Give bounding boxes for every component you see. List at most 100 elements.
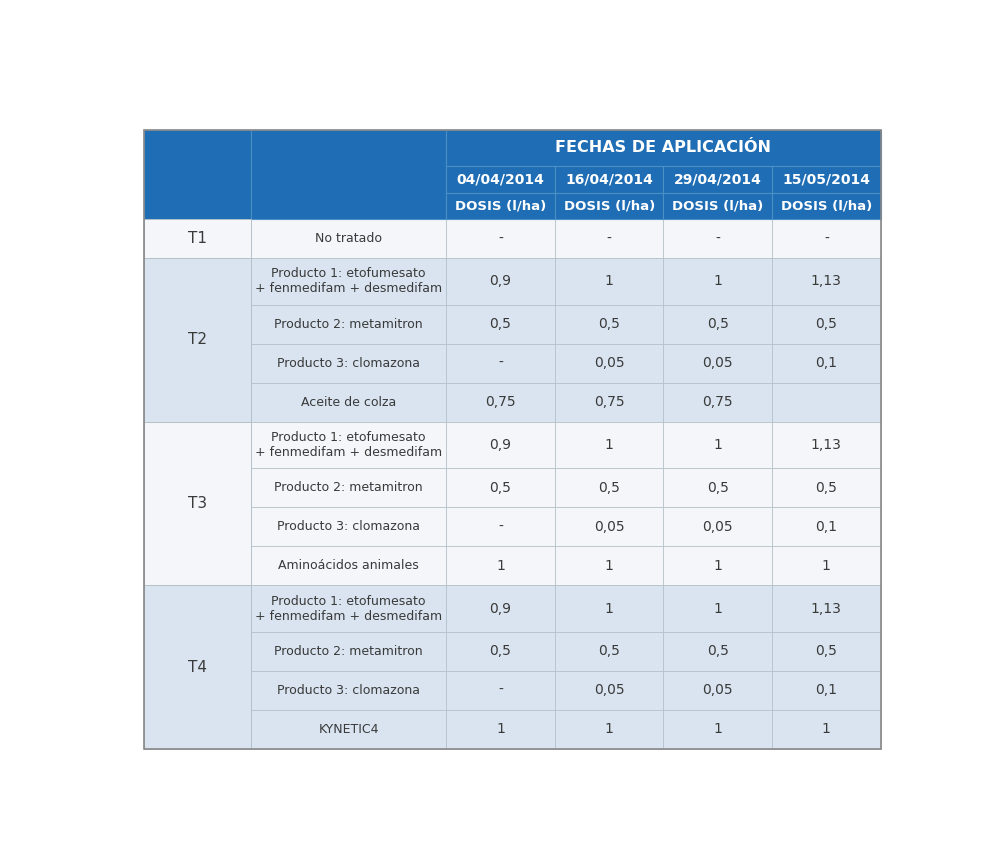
Bar	[144, 130, 251, 219]
Text: 0,1: 0,1	[815, 684, 837, 697]
Bar	[251, 219, 446, 258]
Bar	[251, 710, 446, 749]
Text: 0,5: 0,5	[490, 317, 511, 331]
Bar	[144, 344, 251, 383]
Text: Producto 2: metamitron: Producto 2: metamitron	[274, 317, 423, 330]
Text: 0,5: 0,5	[815, 481, 837, 494]
Bar	[663, 468, 772, 507]
Bar	[772, 710, 881, 749]
Text: -: -	[498, 356, 503, 370]
Bar	[663, 166, 772, 193]
Bar	[446, 421, 555, 468]
Bar	[772, 671, 881, 710]
Bar	[251, 421, 446, 468]
Bar	[144, 421, 251, 468]
Bar	[555, 468, 663, 507]
Text: 1: 1	[822, 722, 831, 736]
Text: DOSIS (l/ha): DOSIS (l/ha)	[781, 200, 872, 212]
Bar	[144, 258, 251, 421]
Text: 0,5: 0,5	[490, 644, 511, 658]
Text: 1: 1	[822, 559, 831, 573]
Bar	[144, 586, 251, 632]
Text: 0,5: 0,5	[707, 644, 729, 658]
Bar	[663, 507, 772, 546]
Bar	[446, 546, 555, 586]
Text: 0,5: 0,5	[598, 317, 620, 331]
Text: 0,5: 0,5	[707, 481, 729, 494]
Text: 0,9: 0,9	[490, 438, 512, 452]
Bar	[772, 166, 881, 193]
Bar	[446, 304, 555, 344]
Bar	[144, 632, 251, 671]
Bar	[446, 671, 555, 710]
Text: 1: 1	[605, 438, 614, 452]
Text: Producto 2: metamitron: Producto 2: metamitron	[274, 482, 423, 494]
Text: 0,05: 0,05	[702, 519, 733, 534]
Bar	[446, 507, 555, 546]
Text: 1,13: 1,13	[811, 601, 842, 616]
Bar	[663, 383, 772, 421]
Bar	[446, 344, 555, 383]
Bar	[251, 507, 446, 546]
Text: Producto 1: etofumesato
+ fenmedifam + desmedifam: Producto 1: etofumesato + fenmedifam + d…	[255, 594, 442, 623]
Bar	[772, 193, 881, 219]
Bar	[772, 258, 881, 304]
Bar	[772, 468, 881, 507]
Bar	[663, 632, 772, 671]
Bar	[663, 219, 772, 258]
Bar	[446, 632, 555, 671]
Text: 0,5: 0,5	[707, 317, 729, 331]
Bar	[251, 546, 446, 586]
Bar	[663, 193, 772, 219]
Bar	[144, 304, 251, 344]
Bar	[144, 546, 251, 586]
Bar	[251, 130, 446, 219]
Bar	[772, 304, 881, 344]
Text: T4: T4	[188, 660, 207, 674]
Bar	[555, 344, 663, 383]
Text: No tratado: No tratado	[315, 232, 382, 245]
Bar	[772, 219, 881, 258]
Text: 1: 1	[605, 274, 614, 288]
Bar	[446, 586, 555, 632]
Text: -: -	[607, 231, 612, 246]
Bar	[772, 586, 881, 632]
Bar	[446, 193, 555, 219]
Bar	[251, 632, 446, 671]
Text: 0,75: 0,75	[485, 396, 516, 409]
Bar	[663, 304, 772, 344]
Bar	[144, 586, 251, 749]
Bar	[446, 710, 555, 749]
Bar	[555, 166, 663, 193]
Bar	[555, 193, 663, 219]
Bar	[251, 344, 446, 383]
Text: 29/04/2014: 29/04/2014	[674, 172, 762, 187]
Text: 1: 1	[713, 559, 722, 573]
Text: 0,05: 0,05	[702, 356, 733, 370]
Text: 0,5: 0,5	[598, 644, 620, 658]
Bar	[446, 258, 555, 304]
Text: 0,05: 0,05	[594, 684, 624, 697]
Text: Aceite de colza: Aceite de colza	[301, 396, 396, 408]
Bar	[663, 258, 772, 304]
Bar	[555, 507, 663, 546]
Bar	[555, 383, 663, 421]
Text: DOSIS (l/ha): DOSIS (l/ha)	[672, 200, 763, 212]
Bar	[555, 219, 663, 258]
Text: KYNETIC4: KYNETIC4	[318, 723, 379, 736]
Bar	[251, 468, 446, 507]
Bar	[446, 130, 881, 166]
Text: FECHAS DE APLICACIÓN: FECHAS DE APLICACIÓN	[555, 140, 771, 156]
Bar	[144, 671, 251, 710]
Text: 0,1: 0,1	[815, 356, 837, 370]
Text: 1: 1	[713, 722, 722, 736]
Text: 1,13: 1,13	[811, 438, 842, 452]
Text: 0,1: 0,1	[815, 519, 837, 534]
Text: 0,5: 0,5	[490, 481, 511, 494]
Text: Producto 3: clomazona: Producto 3: clomazona	[277, 684, 420, 697]
Bar	[772, 421, 881, 468]
Bar	[251, 383, 446, 421]
Text: 0,9: 0,9	[490, 601, 512, 616]
Text: 1: 1	[713, 274, 722, 288]
Bar	[663, 586, 772, 632]
